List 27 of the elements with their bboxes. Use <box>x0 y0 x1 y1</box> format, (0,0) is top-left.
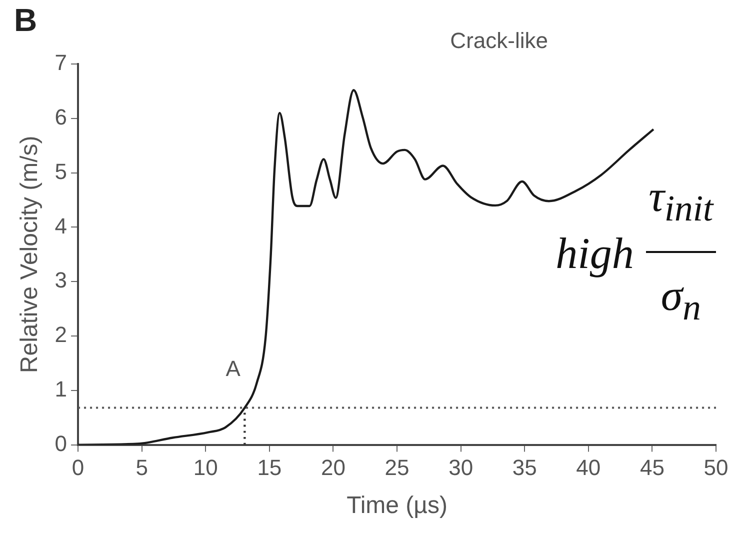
y-tick-label: 3 <box>54 268 68 293</box>
y-tick-label: 4 <box>54 213 68 238</box>
x-tick-label: 10 <box>193 455 218 480</box>
x-tick-label: 40 <box>576 455 601 480</box>
x-tick-label: 15 <box>257 455 282 480</box>
annotation: σ$_{n}$ <box>660 270 701 328</box>
chart-title: B <box>14 2 38 39</box>
x-tick-label: 45 <box>640 455 664 480</box>
y-tick-label: 5 <box>54 158 68 184</box>
y-axis-title: Relative Velocity (m/s) <box>16 136 44 374</box>
annotation: τ$_{init}$ <box>648 172 714 229</box>
y-tick-label: 6 <box>54 104 68 130</box>
x-tick-label: 30 <box>448 455 474 480</box>
x-tick-label: 50 <box>704 455 728 480</box>
x-tick-label: 35 <box>512 455 537 480</box>
y-tick-label: 7 <box>54 50 68 76</box>
x-tick-label: 5 <box>136 455 148 480</box>
x-axis-title: Time (µs) <box>346 492 448 520</box>
y-tick-label: 2 <box>54 322 68 348</box>
text: Crack-like <box>450 28 548 54</box>
x-tick-label: 20 <box>320 455 346 480</box>
x-tick-label: 0 <box>72 455 84 480</box>
annotation: A <box>226 356 240 382</box>
y-tick-label: 0 <box>54 430 68 456</box>
y-tick-label: 1 <box>54 376 68 402</box>
x-tick-label: 25 <box>384 455 410 480</box>
annotation: high <box>556 229 634 278</box>
